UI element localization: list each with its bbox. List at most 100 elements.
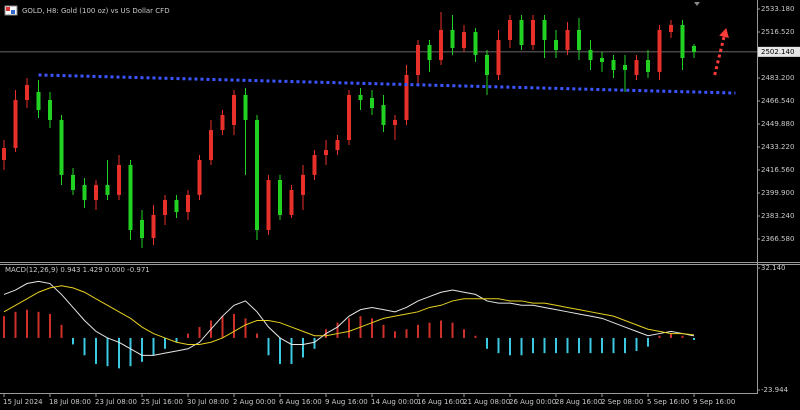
macd-histogram-bar [417,324,419,338]
x-tick-label: 23 Jul 08:00 [95,398,137,406]
candle-body [347,94,351,140]
macd-histogram-bar [601,337,603,354]
x-tick-label: 14 Aug 00:00 [371,398,418,406]
macd-histogram-bar [256,333,258,338]
candle-body [370,98,374,108]
macd-histogram-bar [509,337,511,356]
candle-body [611,60,616,70]
candle-body [2,148,6,161]
candle-body [140,219,144,239]
macd-histogram-bar [118,337,120,369]
trend-arrow [713,36,726,76]
macd-histogram-bar [267,337,270,356]
x-tick-label: 5 Sep 16:00 [647,398,689,406]
chart-title: GOLD, H8: Gold (100 oz) vs US Dollar CFD [22,7,170,15]
candle-body [542,20,547,41]
x-tick-label: 21 Aug 08:00 [463,398,510,406]
macd-title: MACD(12,26,9) 0.943 1.429 0.000 -0.971 [5,266,150,274]
candle-body [301,174,305,195]
macd-histogram-bar [279,337,281,365]
candle-body [278,180,282,215]
macd-histogram-bar [566,337,569,354]
candle-body [25,85,29,100]
macd-histogram-bar [60,324,63,338]
macd-histogram-bar [233,313,235,338]
macd-histogram-bar [497,337,500,354]
macd-histogram-bar [612,337,615,354]
candle-body [600,57,604,62]
candle-body [128,164,133,231]
x-tick-label: 15 Jul 2024 [3,398,43,406]
candle-body [531,20,535,46]
macd-histogram-bar [313,337,316,349]
macd-histogram-bar [164,337,166,349]
candle-body [324,150,328,156]
candle-body [680,24,685,58]
macd-histogram-bar [348,318,350,338]
x-tick-label: 6 Aug 16:00 [279,398,322,406]
candle-body [657,29,662,72]
candle-body [623,65,627,70]
macd-histogram-bar [152,337,155,356]
macd-histogram-bar [647,337,649,347]
macd-histogram-bar [106,337,109,367]
candle-body [94,185,98,201]
candle-body [71,174,75,190]
macd-histogram-bar [670,333,672,338]
macd-histogram-bar [578,337,580,354]
candle-body [197,160,202,195]
candle-body [439,29,443,61]
candle-body [577,29,581,50]
candle-body [554,40,558,50]
macd-histogram-bar [394,331,396,338]
candle-body [634,60,639,75]
macd-line [3,285,695,345]
x-tick-label: 2 Aug 00:00 [233,398,276,406]
macd-histogram-bar [532,337,534,354]
macd-histogram-bar [555,337,557,354]
macd-histogram-bar [681,335,684,338]
y-tick-label: 2449.880 [761,120,794,128]
macd-histogram-bar [72,337,74,345]
candle-body [36,91,41,111]
x-tick-label: 9 Aug 16:00 [325,398,368,406]
x-tick-label: 30 Jul 08:00 [187,398,229,406]
candle-body [48,99,52,120]
candle-body [473,32,478,55]
macd-histogram-bar [543,337,546,354]
candle-body [186,194,190,213]
candle-body [117,164,121,195]
candle-body [427,45,432,61]
candle-body [450,29,455,49]
macd-histogram-bar [693,337,695,341]
candle-body [393,119,397,125]
macd-histogram-bar [440,320,442,338]
candle-body [669,24,673,33]
candle-body [255,119,259,231]
candle-body [266,180,271,231]
shift-marker [694,2,700,6]
macd-histogram-bar [635,337,638,351]
candle-body [163,200,167,215]
macd-histogram-bar [187,333,189,338]
candle-body [358,94,363,100]
candle-body [692,45,696,52]
candle-body [588,49,593,61]
candle-body [335,139,340,151]
x-tick-label: 25 Jul 16:00 [141,398,183,406]
macd-histogram-bar [49,313,51,338]
macd-line [3,280,695,356]
macd-histogram-bar [486,337,488,349]
candle-body [519,20,524,46]
macd-histogram-bar [175,337,178,343]
macd-histogram-bar [520,337,523,356]
candle-body [565,29,570,50]
candle-body [289,189,294,215]
macd-histogram-bar [141,337,143,362]
candle-body [220,115,225,131]
candle-body [404,74,409,120]
x-tick-label: 9 Sep 16:00 [693,398,735,406]
candle-body [13,99,18,149]
